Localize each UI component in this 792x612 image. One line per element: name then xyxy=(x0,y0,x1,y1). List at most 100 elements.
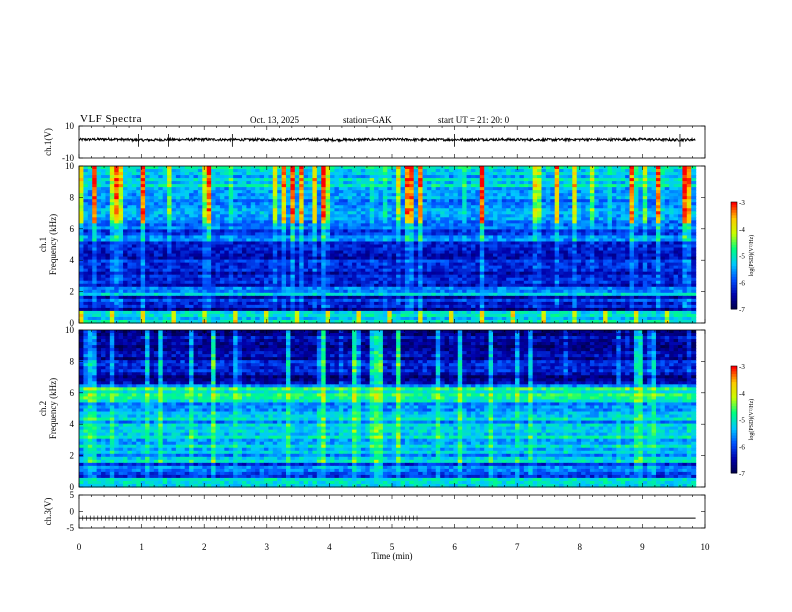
ch1-spectrogram-cell xyxy=(673,187,679,191)
ch1-spectrogram-cell xyxy=(444,232,450,237)
ch1-spectrogram-cell xyxy=(576,199,582,203)
ch1-spectrogram-cell xyxy=(374,187,380,191)
ch1-spectrogram-cell xyxy=(625,178,631,182)
ch1-spectrogram-cell xyxy=(308,169,314,173)
ch1-spectrogram-cell xyxy=(123,205,129,209)
ch1-spectrogram-cell xyxy=(334,202,340,206)
ch1-spectrogram-cell xyxy=(347,184,353,188)
ch1-spectrogram-cell xyxy=(448,193,454,197)
ch1-spectrogram-cell xyxy=(352,232,358,237)
ch1-spectrogram-cell xyxy=(127,217,133,221)
ch1-spectrogram-cell xyxy=(466,214,472,218)
ch1-spectrogram-cell xyxy=(466,226,472,230)
ch1-spectrogram-cell xyxy=(686,202,692,206)
ch1-spectrogram-cell xyxy=(338,166,344,170)
ch1-spectrogram-cell xyxy=(303,229,309,234)
ch1-spectrogram-cell xyxy=(669,175,675,179)
ch1-spectrogram-cell xyxy=(131,187,137,191)
ch1-spectrogram-cell xyxy=(299,211,305,215)
ch1-spectrogram-cell xyxy=(404,196,410,200)
ch1-spectrogram-cell xyxy=(664,193,670,197)
ch1-spectrogram-cell xyxy=(136,181,142,185)
ch1-spectrogram-cell xyxy=(537,211,543,215)
ch1-spectrogram-cell xyxy=(347,208,353,212)
ch1-spectrogram-cell xyxy=(325,196,331,200)
ch1-spectrogram-cell xyxy=(369,220,375,224)
ch1-spectrogram-cell xyxy=(479,190,485,194)
ch1-spectrogram-cell xyxy=(255,217,261,221)
ch1-spectrogram-cell xyxy=(382,181,388,185)
ch1-spectrogram-cell xyxy=(224,223,230,227)
ch1-spectrogram-cell xyxy=(669,190,675,194)
ch1-spectrogram-cell xyxy=(219,232,225,237)
ch1-spectrogram-cell xyxy=(96,175,102,179)
ch1-spectrogram-cell xyxy=(669,208,675,212)
ch1-spectrogram-cell xyxy=(237,205,243,209)
ch1-spectrogram-cell xyxy=(83,181,89,185)
ch1-spectrogram-cell xyxy=(537,226,543,230)
ch1-spectrogram-cell xyxy=(677,220,683,224)
ch1-spectrogram-cell xyxy=(131,184,137,188)
ch1-spectrogram-cell xyxy=(448,202,454,206)
ch1-spectrogram-cell xyxy=(246,184,252,188)
ch1-spectrogram-cell xyxy=(537,214,543,218)
ch1-spectrogram-cell xyxy=(409,166,415,170)
ch1-spectrogram-cell xyxy=(501,175,507,179)
ch1-spectrogram-cell xyxy=(140,220,146,224)
ch1-spectrogram-cell xyxy=(545,220,551,224)
ch1-spectrogram-cell xyxy=(528,208,534,212)
ch1-spectrogram-cell xyxy=(175,187,181,191)
ch1-spectrogram-cell xyxy=(409,223,415,227)
ch1-spectrogram-cell xyxy=(211,223,217,227)
ch1-spectrogram-cell xyxy=(215,172,221,176)
ch1-spectrogram-cell xyxy=(418,181,424,185)
ch1-spectrogram-cell xyxy=(660,202,666,206)
ch1-spectrogram-cell xyxy=(211,175,217,179)
ch1-spectrogram-cell xyxy=(682,217,688,221)
ch1-spectrogram-cell xyxy=(647,178,653,182)
ch1-spectrogram-cell xyxy=(233,205,239,209)
ch1-spectrogram-cell xyxy=(277,217,283,221)
ch1-spectrogram-cell xyxy=(462,172,468,176)
ch1-spectrogram-cell xyxy=(343,175,349,179)
ch1-spectrogram-cell xyxy=(127,169,133,173)
ch1-spectrogram-cell xyxy=(330,208,336,212)
ch1-spectrogram-cell xyxy=(686,223,692,227)
ch1-spectrogram-cell xyxy=(105,217,111,221)
ch1-spectrogram-cell xyxy=(167,181,173,185)
ch1-spectrogram-cell xyxy=(189,229,195,234)
ch1-spectrogram-cell xyxy=(382,214,388,218)
ch1-spectrogram-cell xyxy=(519,205,525,209)
ch1-spectrogram-cell xyxy=(316,232,322,237)
ch1-spectrogram-cell xyxy=(334,223,340,227)
ch1-spectrogram-cell xyxy=(308,190,314,194)
ch1-spectrogram-cell xyxy=(118,190,124,194)
ch1-spectrogram-cell xyxy=(211,199,217,203)
ch1-spectrogram-cell xyxy=(523,229,529,234)
ch1-spectrogram-cell xyxy=(669,184,675,188)
ch1-spectrogram-cell xyxy=(123,226,129,230)
ch1-spectrogram-cell xyxy=(321,232,327,237)
ch1-spectrogram-cell xyxy=(83,184,89,188)
ch1-spectrogram-cell xyxy=(83,190,89,194)
ch1-spectrogram-cell xyxy=(418,211,424,215)
start-time-label: start UT = 21: 20: 0 xyxy=(438,115,510,125)
ch1-spectrogram-cell xyxy=(347,211,353,215)
ch1-spectrogram-cell xyxy=(554,190,560,194)
ch1-spectrogram-cell xyxy=(400,220,406,224)
ch1-spectrogram-cell xyxy=(559,202,565,206)
ch1-spectrogram-cell xyxy=(131,190,137,194)
ch1-spectrogram-cell xyxy=(330,175,336,179)
ch1-spectrogram-cell xyxy=(162,172,168,176)
ch1-spectrogram-cell xyxy=(325,211,331,215)
ch1-spectrogram-cell xyxy=(219,211,225,215)
ch1-spectrogram-cell xyxy=(263,208,269,212)
ch1-spectrogram-cell xyxy=(316,184,322,188)
ch1-spectrogram-cell xyxy=(470,217,476,221)
ch1-spectrogram-cell xyxy=(330,193,336,197)
ch1-spectrogram-cell xyxy=(479,166,485,170)
ch1-spectrogram-cell xyxy=(378,184,384,188)
ch1-spectrogram-cell xyxy=(611,214,617,218)
ch1-spectrogram-cell xyxy=(101,211,107,215)
ch1-spectrogram-cell xyxy=(686,214,692,218)
